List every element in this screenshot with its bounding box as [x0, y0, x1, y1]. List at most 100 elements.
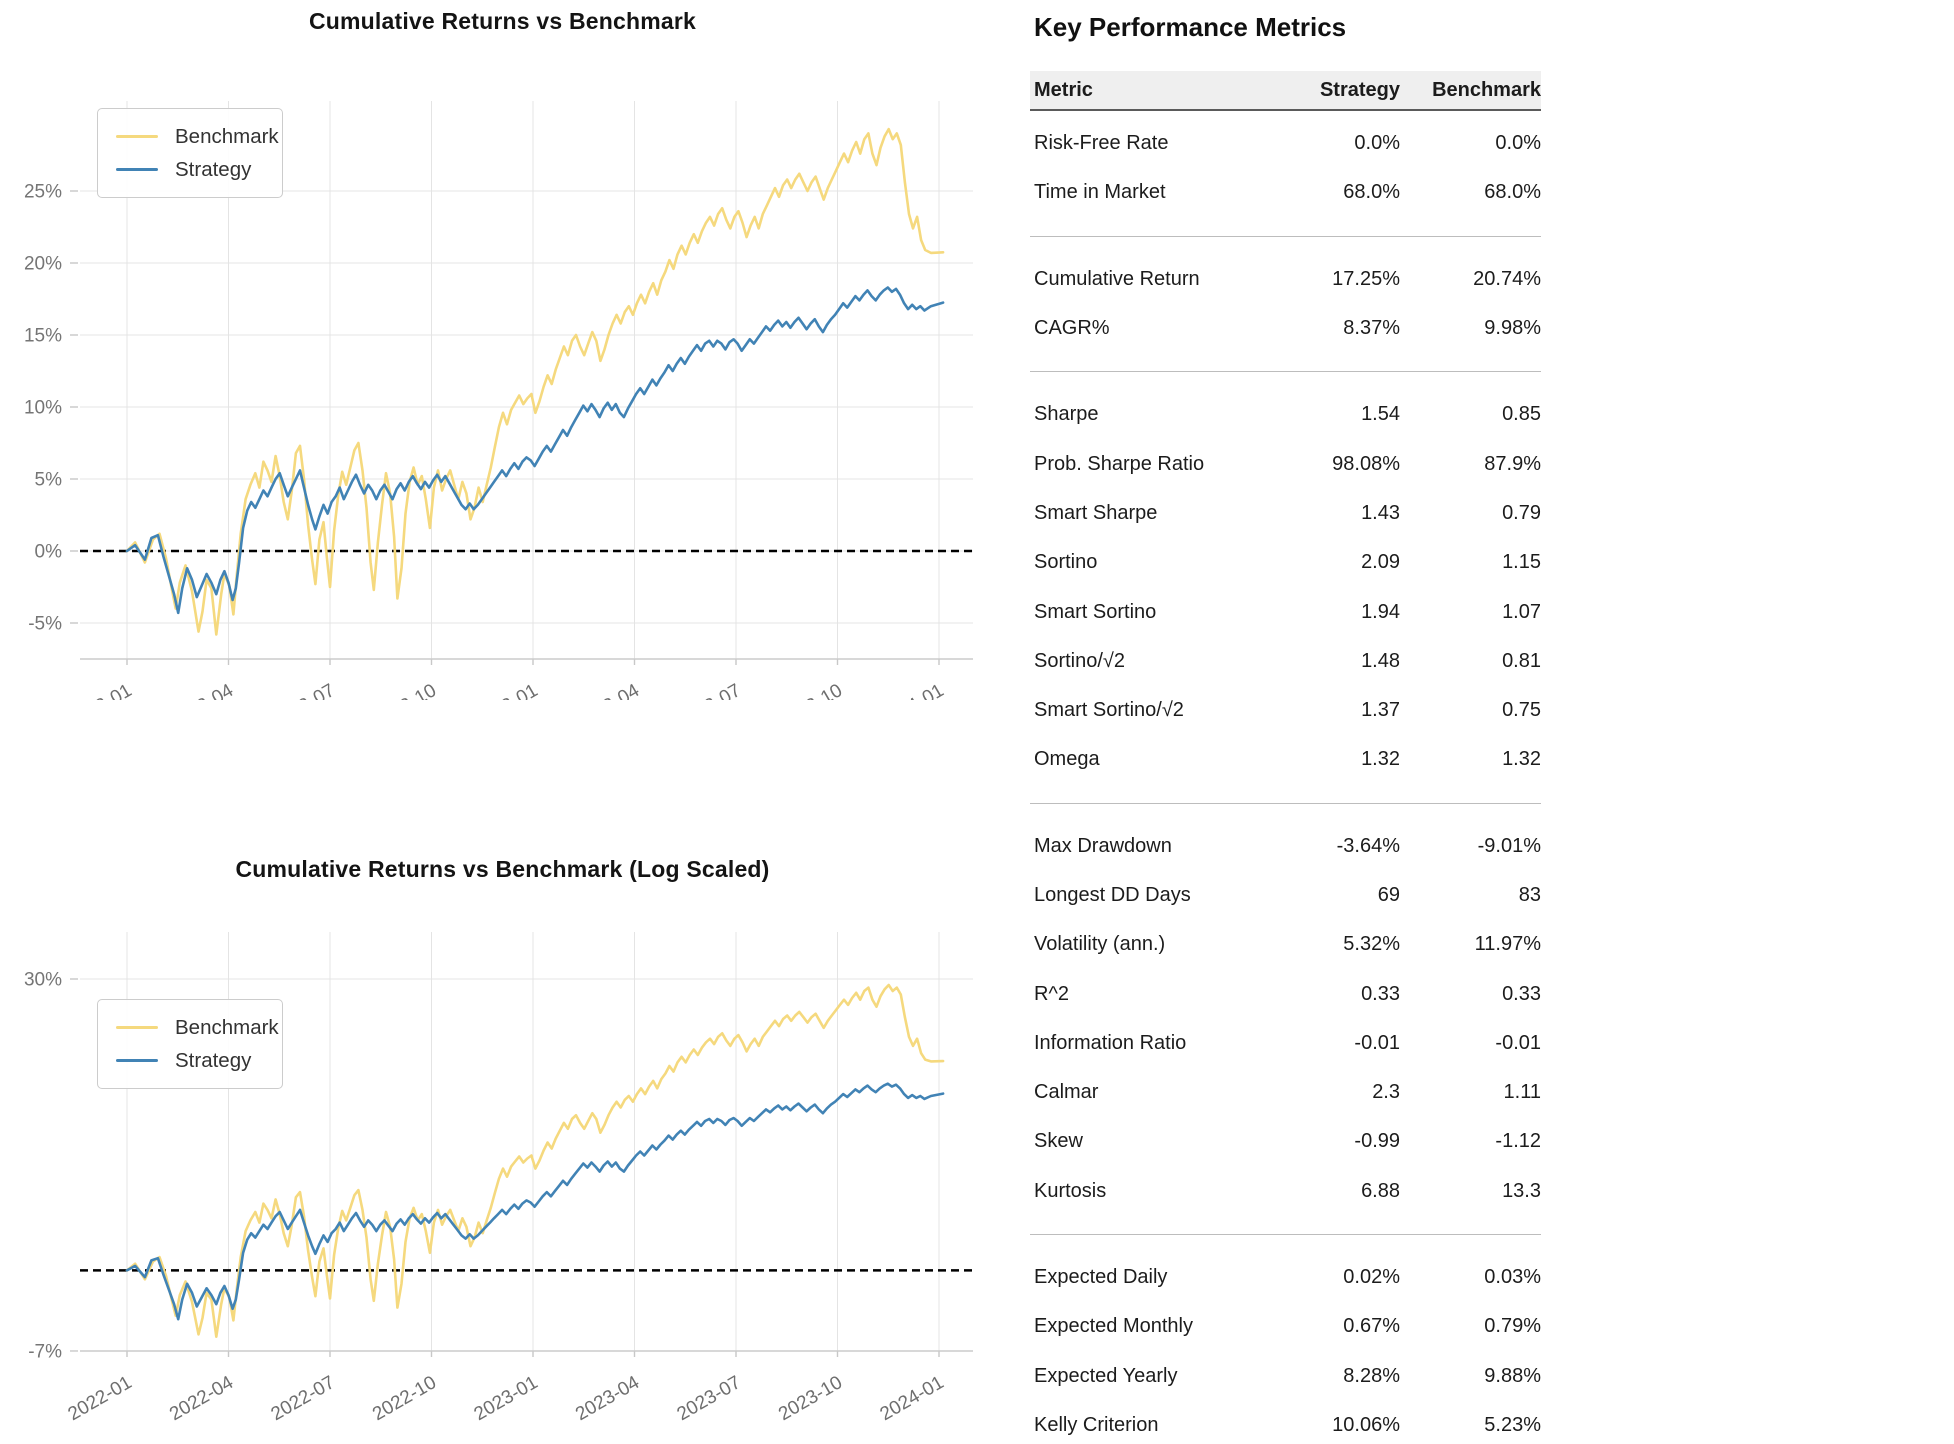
metric-label: Kelly Criterion — [1034, 1413, 1159, 1436]
strategy-value: 0.0% — [1354, 132, 1400, 155]
metric-row: Information Ratio -0.01 -0.01 — [1030, 1019, 1541, 1068]
metric-label: CAGR% — [1034, 317, 1110, 340]
strategy-value: 2.3 — [1372, 1081, 1400, 1104]
legend-label: Benchmark — [175, 1015, 279, 1039]
strategy-value: 10.06% — [1332, 1413, 1400, 1436]
legend-entry-benchmark: Benchmark — [116, 1011, 279, 1044]
metric-label: Skew — [1034, 1130, 1083, 1153]
strategy-value: 1.43 — [1361, 501, 1400, 524]
metric-label: Cumulative Return — [1034, 267, 1200, 290]
metric-label: Smart Sortino — [1034, 600, 1157, 623]
y-tick-label: 5% — [35, 470, 63, 491]
strategy-value: -3.64% — [1336, 834, 1400, 857]
x-tick-label: 2022-07 — [268, 1372, 339, 1425]
benchmark-value: 1.15 — [1502, 551, 1541, 574]
x-tick-label: 2022-07 — [268, 680, 339, 700]
x-tick-label: 2024-01 — [877, 1372, 948, 1425]
metric-row: Smart Sortino 1.94 1.07 — [1030, 587, 1541, 636]
benchmark-value: 0.75 — [1502, 699, 1541, 722]
legend-label: Benchmark — [175, 124, 279, 148]
metric-row: Time in Market 68.0% 68.0% — [1030, 168, 1541, 217]
metrics-table-body: Risk-Free Rate 0.0% 0.0% Time in Market 68.0… — [1030, 111, 1541, 1444]
strategy-value: 98.08% — [1332, 452, 1400, 475]
metric-row: Calmar 2.3 1.11 — [1030, 1068, 1541, 1117]
metric-row: Prob. Sharpe Ratio 98.08% 87.9% — [1030, 439, 1541, 488]
metrics-table: Metric Strategy Benchmark Risk-Free Rate… — [1030, 71, 1541, 1444]
metric-row: Expected Daily 0.02% 0.03% — [1030, 1253, 1541, 1302]
metrics-table-header: Metric Strategy Benchmark — [1030, 71, 1541, 111]
metric-label: Information Ratio — [1034, 1031, 1187, 1054]
table-group-divider — [1030, 1216, 1541, 1253]
y-tick-label: -5% — [28, 614, 62, 635]
benchmark-value: 5.23% — [1484, 1413, 1541, 1436]
strategy-value: 17.25% — [1332, 267, 1400, 290]
strategy-value: 8.28% — [1343, 1364, 1400, 1387]
benchmark-value: 0.81 — [1502, 649, 1541, 672]
x-tick-label: 2023-04 — [572, 1372, 643, 1425]
metric-label: Longest DD Days — [1034, 884, 1191, 906]
strategy-value: 5.32% — [1343, 933, 1400, 956]
metric-label: Volatility (ann.) — [1034, 933, 1166, 956]
y-tick-label: -7% — [28, 1341, 62, 1362]
metric-label: Expected Yearly — [1034, 1364, 1178, 1387]
linear-returns-chart: 2022-01 2022-04 2022-07 2022-10 2023-01 2023-… — [24, 101, 973, 700]
metric-label: Sortino/√2 — [1034, 649, 1126, 672]
metric-label: Calmar — [1034, 1081, 1099, 1104]
strategy-value: 2.09 — [1361, 551, 1400, 574]
metric-row: Kurtosis 6.88 13.3 — [1030, 1167, 1541, 1216]
benchmark-value: 87.9% — [1484, 452, 1541, 475]
legend-label: Strategy — [175, 157, 252, 181]
y-tick-label: 30% — [24, 970, 62, 991]
legend-entry-strategy: Strategy — [116, 153, 266, 186]
metric-label: Sortino — [1034, 551, 1098, 574]
metric-label: Smart Sharpe — [1034, 501, 1158, 524]
metric-row: Max Drawdown -3.64% -9.01% — [1030, 822, 1541, 871]
metric-row: Volatility (ann.) 5.32% 11.97% — [1030, 920, 1541, 969]
strategy-line — [125, 286, 945, 615]
benchmark-value: 83 — [1518, 884, 1541, 906]
metric-row: R^2 0.33 0.33 — [1030, 969, 1541, 1018]
benchmark-value: 9.98% — [1484, 317, 1541, 340]
benchmark-value: -1.12 — [1495, 1130, 1541, 1153]
strategy-value: 0.67% — [1343, 1315, 1400, 1338]
linear-chart-legend: Benchmark Strategy — [97, 108, 283, 198]
benchmark-value: 0.33 — [1502, 982, 1541, 1005]
benchmark-value: 1.11 — [1503, 1081, 1541, 1104]
table-group-divider — [1030, 785, 1541, 822]
legend-entry-strategy: Strategy — [116, 1044, 266, 1077]
x-tick-label: 2022-01 — [65, 680, 136, 700]
metric-row: Smart Sortino/√2 1.37 0.75 — [1030, 686, 1541, 735]
log-chart-legend: Benchmark Strategy — [97, 999, 283, 1089]
linear-chart-title: Cumulative Returns vs Benchmark — [308, 8, 697, 34]
x-tick-label: 2022-01 — [65, 1372, 136, 1425]
metric-label: Omega — [1034, 748, 1100, 771]
header-strategy: Strategy — [1319, 78, 1400, 101]
benchmark-value: 1.07 — [1502, 600, 1541, 623]
benchmark-value: 9.88% — [1484, 1364, 1541, 1387]
strategy-value: 1.94 — [1361, 600, 1400, 623]
legend-label: Strategy — [175, 1048, 252, 1072]
metric-row: Longest DD Days 69 83 — [1030, 871, 1541, 920]
x-tick-label: 2022-10 — [369, 1372, 440, 1425]
y-tick-label: 0% — [35, 542, 63, 563]
benchmark-line — [125, 127, 945, 636]
metric-row: Sortino/√2 1.48 0.81 — [1030, 637, 1541, 686]
metric-label: R^2 — [1034, 982, 1069, 1005]
y-tick-label: 20% — [24, 254, 62, 275]
log-returns-chart: 2022-01 2022-04 2022-07 2022-10 2023-01 2023-… — [24, 932, 973, 1425]
x-tick-label: 2023-10 — [775, 1372, 846, 1425]
x-tick-label: 2023-07 — [674, 1372, 745, 1425]
metric-row: CAGR% 8.37% 9.98% — [1030, 304, 1541, 353]
metric-row: Smart Sharpe 1.43 0.79 — [1030, 489, 1541, 538]
metric-row: Expected Monthly 0.67% 0.79% — [1030, 1302, 1541, 1351]
y-tick-label: 15% — [24, 326, 62, 347]
metric-label: Smart Sortino/√2 — [1034, 699, 1184, 722]
table-group-divider — [1030, 218, 1541, 255]
benchmark-value: 0.79 — [1502, 501, 1541, 524]
y-tick-label: 25% — [24, 182, 62, 203]
metric-row: Risk-Free Rate 0.0% 0.0% — [1030, 119, 1541, 168]
header-benchmark: Benchmark — [1432, 78, 1541, 101]
strategy-value: 0.33 — [1361, 982, 1400, 1005]
strategy-line — [125, 1082, 945, 1321]
metric-label: Time in Market — [1034, 181, 1166, 204]
